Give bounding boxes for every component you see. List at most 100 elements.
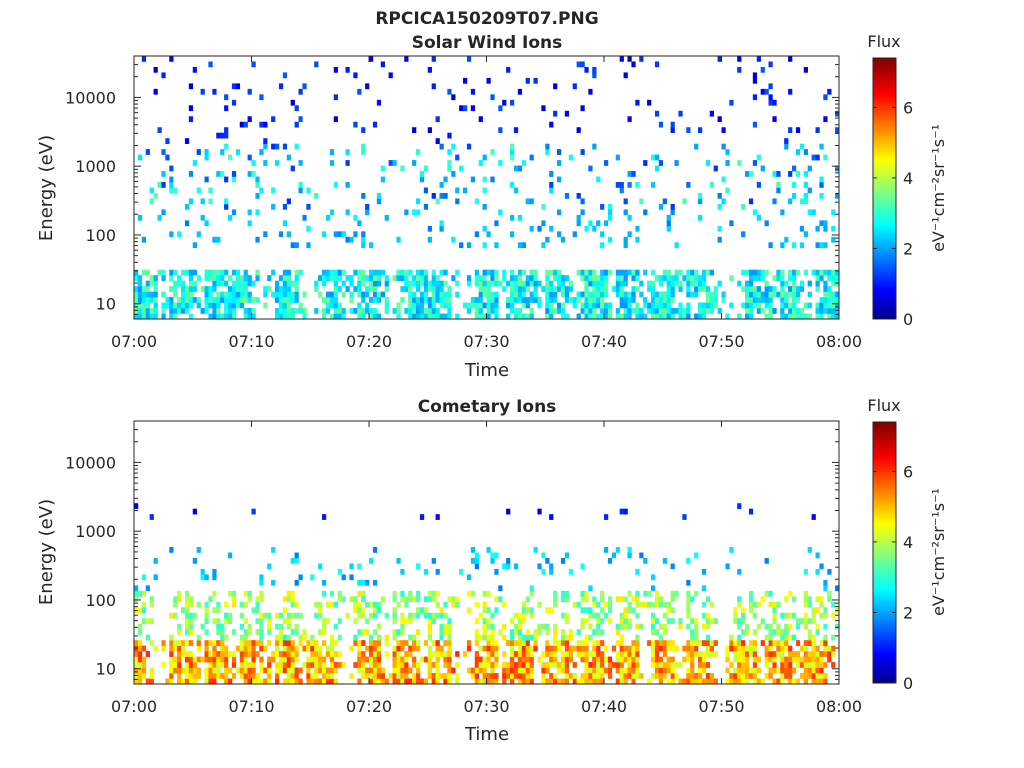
spectrogram-cell <box>239 291 244 298</box>
spectrogram-cell <box>627 269 632 276</box>
spectrogram-cell <box>369 56 374 62</box>
spectrogram-cell <box>384 612 389 619</box>
spectrogram-cell <box>678 662 683 668</box>
spectrogram-cell <box>560 667 566 674</box>
spectrogram-cell <box>600 269 605 276</box>
spectrogram-cell <box>181 297 186 303</box>
spectrogram-cell <box>247 651 252 657</box>
spectrogram-cell <box>827 568 832 575</box>
spectrogram-cell <box>517 629 523 635</box>
spectrogram-cell <box>819 673 824 679</box>
spectrogram-cell <box>153 275 158 281</box>
spectrogram-cell <box>416 678 421 685</box>
spectrogram-cell <box>333 662 338 668</box>
spectrogram-cell <box>588 302 593 309</box>
spectrogram-cell <box>564 286 570 292</box>
spectrogram-cell <box>776 640 781 646</box>
spectrogram-cell <box>525 662 530 668</box>
spectrogram-cell <box>737 568 742 575</box>
spectrogram-cell <box>506 302 511 309</box>
spectrogram-cell <box>741 673 746 679</box>
spectrogram-cell <box>200 198 205 205</box>
spectrogram-cell <box>275 280 280 287</box>
spectrogram-cell <box>329 667 335 674</box>
spectrogram-cell <box>243 667 248 674</box>
spectrogram-cell <box>482 242 487 249</box>
spectrogram-cell <box>772 629 777 635</box>
spectrogram-cell <box>228 678 233 685</box>
spectrogram-cell <box>549 269 554 276</box>
spectrogram-cell <box>173 280 178 287</box>
spectrogram-cell <box>372 313 378 320</box>
spectrogram-cell <box>169 645 174 652</box>
spectrogram-cell <box>294 601 299 608</box>
spectrogram-cell <box>384 280 389 287</box>
spectrogram-cell <box>482 678 487 685</box>
spectrogram-cell <box>474 601 479 608</box>
spectrogram-cell <box>478 275 483 281</box>
spectrogram-cell <box>173 291 178 298</box>
spectrogram-cell <box>780 662 785 668</box>
spectrogram-cell <box>502 286 507 292</box>
spectrogram-cell <box>204 651 209 657</box>
spectrogram-cell <box>490 297 495 303</box>
spectrogram-cell <box>224 302 229 309</box>
panel-solar-wind-ions: Solar Wind Ions 07:00 07:10 07:20 07:30 07:4… <box>36 32 948 381</box>
spectrogram-cell <box>267 623 272 630</box>
spectrogram-cell <box>545 662 550 668</box>
spectrogram-cell <box>772 308 777 314</box>
spectrogram-cell <box>647 640 652 646</box>
spectrogram-cell <box>427 236 432 243</box>
spectrogram-cell <box>588 585 593 592</box>
spectrogram-cell <box>188 612 194 619</box>
spectrogram-cell <box>231 596 237 603</box>
spectrogram-cell <box>372 286 378 292</box>
spectrogram-cell <box>815 656 820 663</box>
spectrogram-cell <box>600 629 605 635</box>
spectrogram-cell <box>376 297 382 303</box>
spectrogram-cell <box>423 596 429 603</box>
spectrogram-cell <box>666 275 671 281</box>
spectrogram-cell <box>177 308 182 314</box>
spectrogram-cell <box>498 209 503 216</box>
spectrogram-cell <box>764 590 769 597</box>
spectrogram-cell <box>721 176 726 183</box>
spectrogram-cell <box>600 678 605 685</box>
spectrogram-cell <box>169 673 174 679</box>
spectrogram-cell <box>341 662 346 668</box>
spectrogram-cell <box>764 313 769 320</box>
spectrogram-cell <box>447 291 452 298</box>
spectrogram-cell <box>494 640 499 646</box>
spectrogram-cell <box>482 269 487 276</box>
spectrogram-cell <box>823 585 828 592</box>
spectrogram-cell <box>627 308 632 314</box>
spectrogram-cell <box>216 640 221 646</box>
spectrogram-cell <box>204 302 209 309</box>
spectrogram-cell <box>607 656 613 663</box>
spectrogram-cell <box>235 667 241 674</box>
spectrogram-cell <box>372 121 378 128</box>
spectrogram-cell <box>372 579 378 586</box>
spectrogram-cell <box>506 297 511 303</box>
spectrogram-cell <box>188 623 194 630</box>
spectrogram-cell <box>447 656 452 663</box>
spectrogram-cell <box>654 667 660 674</box>
spectrogram-cell <box>396 313 401 320</box>
spectrogram-cell <box>400 286 405 292</box>
spectrogram-cell <box>231 269 237 276</box>
spectrogram-cell <box>803 678 808 685</box>
spectrogram-cell <box>376 640 382 646</box>
spectrogram-cell <box>748 645 754 652</box>
spectrogram-cell <box>184 297 190 303</box>
spectrogram-cell <box>435 514 440 520</box>
spectrogram-cell <box>459 568 464 575</box>
spectrogram-cell <box>282 72 288 79</box>
spectrogram-cell <box>165 302 170 309</box>
spectrogram-cell <box>372 673 378 679</box>
spectrogram-cell <box>416 662 421 668</box>
spectrogram-cell <box>369 286 374 292</box>
spectrogram-cell <box>474 634 479 641</box>
spectrogram-cell <box>631 275 636 281</box>
spectrogram-cell <box>545 297 550 303</box>
spectrogram-cell <box>553 623 558 630</box>
